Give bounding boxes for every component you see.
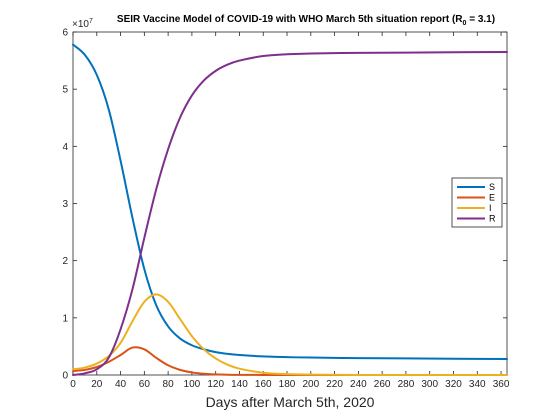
legend-label-E: E xyxy=(489,193,495,203)
legend-label-I: I xyxy=(489,203,492,213)
series-line-I xyxy=(72,293,508,377)
series-line-S xyxy=(72,43,508,360)
y-tick-label: 5 xyxy=(62,85,68,96)
x-tick-label: 280 xyxy=(398,379,415,390)
x-tick-label: 240 xyxy=(350,379,367,390)
x-tick-label: 80 xyxy=(163,379,175,390)
x-tick-label: 220 xyxy=(326,379,343,390)
chart-title-subscript: 0 xyxy=(463,20,467,27)
x-tick-label: 40 xyxy=(115,379,127,390)
x-tick-label: 0 xyxy=(70,379,76,390)
chart-title-tail: = 3.1) xyxy=(466,14,495,25)
series-lines xyxy=(72,43,508,377)
axis-ticks: 0 20 40 60 80 100 120 140 160 180 200 220 240 260 280 3… xyxy=(62,28,509,391)
y-exponent-label: ×107 xyxy=(72,18,93,30)
y-tick-label: 6 xyxy=(62,28,68,39)
x-tick-label: 60 xyxy=(139,379,151,390)
x-tick-label: 120 xyxy=(207,379,224,390)
x-tick-label: 100 xyxy=(184,379,201,390)
x-tick-label: 20 xyxy=(91,379,103,390)
x-tick-label: 360 xyxy=(493,379,510,390)
y-tick-label: 0 xyxy=(62,371,68,382)
legend: SEIR xyxy=(451,177,503,228)
x-axis-label: Days after March 5th, 2020 xyxy=(206,394,375,410)
series-line-R xyxy=(72,51,508,376)
legend-label-R: R xyxy=(489,214,496,224)
x-tick-label: 320 xyxy=(445,379,462,390)
chart-title-main: SEIR Vaccine Model of COVID-19 with WHO … xyxy=(117,14,463,25)
y-exponent-power: 7 xyxy=(89,18,93,25)
x-tick-label: 180 xyxy=(279,379,296,390)
y-tick-label: 2 xyxy=(62,256,68,267)
x-tick-label: 200 xyxy=(302,379,319,390)
legend-label-S: S xyxy=(489,182,495,192)
y-tick-label: 1 xyxy=(62,313,68,324)
y-tick-label: 3 xyxy=(62,199,68,210)
x-tick-label: 300 xyxy=(421,379,438,390)
y-exponent-base: ×10 xyxy=(72,19,89,30)
y-tick-label: 4 xyxy=(62,142,68,153)
chart-title: SEIR Vaccine Model of COVID-19 with WHO … xyxy=(117,14,495,27)
x-tick-label: 260 xyxy=(374,379,391,390)
plot-area xyxy=(72,31,508,376)
x-tick-label: 340 xyxy=(469,379,486,390)
x-tick-label: 140 xyxy=(231,379,248,390)
x-tick-label: 160 xyxy=(255,379,272,390)
